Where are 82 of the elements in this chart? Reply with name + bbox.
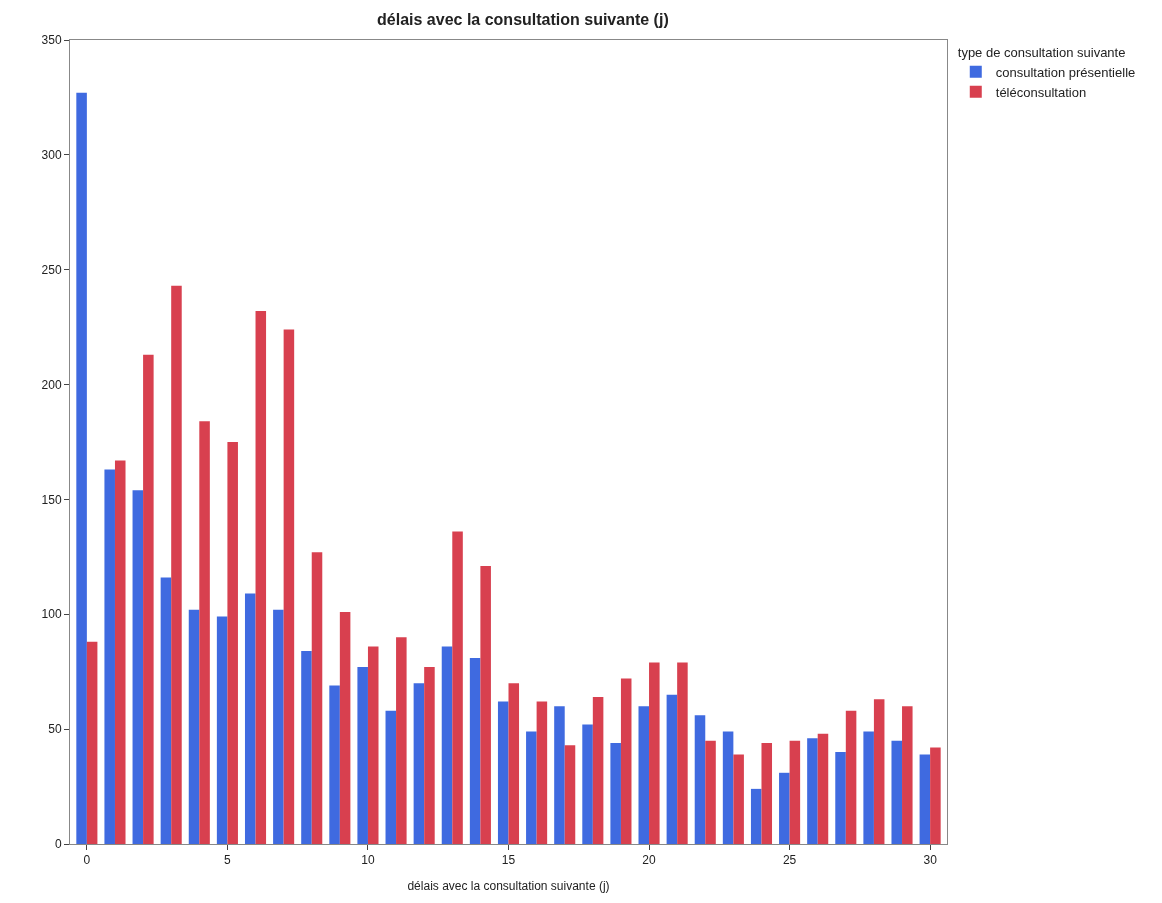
bar: [255, 311, 267, 844]
bar: [526, 731, 537, 844]
bar: [835, 752, 846, 844]
bar: [86, 641, 98, 844]
bar: [283, 329, 295, 844]
bar: [610, 742, 621, 844]
bar: [733, 754, 744, 844]
x-tick-label: 20: [642, 853, 657, 868]
bar: [694, 715, 706, 844]
bar: [750, 788, 762, 844]
bar: [385, 710, 397, 844]
bar: [413, 683, 425, 844]
bar: [863, 731, 874, 844]
bar: [649, 662, 660, 844]
bar: [357, 667, 368, 844]
bar: [367, 646, 379, 844]
bar: [199, 421, 210, 844]
x-tick-label: 25: [782, 853, 797, 868]
bar: [469, 657, 481, 844]
bar: [76, 92, 87, 844]
y-tick-label: 300: [41, 148, 62, 163]
legend-title: type de consultation suivante: [957, 44, 1126, 60]
bar: [339, 611, 351, 844]
bar: [592, 696, 604, 844]
legend-label: téléconsultation: [995, 84, 1087, 100]
bar: [845, 710, 857, 844]
bar: [244, 593, 256, 844]
x-tick-label: 15: [501, 853, 516, 868]
bar: [761, 742, 773, 844]
bar: [722, 731, 734, 844]
bar: [227, 442, 238, 844]
bar: [873, 699, 885, 844]
bar: [930, 747, 941, 844]
chart-title: délais avec la consultation suivante (j): [377, 10, 669, 28]
bar: [666, 694, 678, 844]
bar: [705, 740, 716, 844]
x-tick-label: 5: [224, 853, 232, 868]
bar: [301, 651, 312, 844]
y-tick-label: 0: [54, 837, 62, 852]
y-tick-label: 350: [41, 33, 62, 48]
bar: [789, 740, 801, 844]
bar: [452, 531, 463, 844]
y-tick-label: 250: [41, 262, 62, 277]
x-tick-label: 10: [361, 853, 375, 868]
bar: [188, 609, 200, 844]
bar: [441, 646, 453, 844]
bar: [536, 701, 548, 844]
y-tick-label: 150: [41, 492, 62, 507]
bar: [620, 678, 632, 844]
bar: [807, 738, 818, 844]
bar: [104, 469, 115, 844]
bar: [143, 354, 154, 844]
bar: [114, 460, 126, 844]
bar: [564, 745, 576, 844]
bar: [919, 754, 931, 844]
bar: [497, 701, 509, 844]
y-tick-label: 100: [41, 607, 62, 622]
legend-label: consultation présentielle: [995, 64, 1136, 80]
x-tick-label: 30: [923, 853, 938, 868]
bar: [817, 733, 829, 844]
y-tick-label: 50: [48, 722, 62, 737]
bar: [508, 683, 520, 844]
y-tick-label: 200: [41, 377, 62, 392]
bar: [582, 724, 593, 844]
bar: [891, 740, 903, 844]
bar: [424, 667, 435, 844]
x-axis-title: délais avec la consultation suivante (j): [407, 879, 610, 894]
bar: [779, 772, 790, 844]
bar: [216, 616, 228, 844]
bar: [132, 490, 144, 844]
x-tick-label: 0: [83, 853, 91, 868]
bar: [480, 566, 491, 844]
bar: [311, 552, 323, 844]
bar: [396, 637, 407, 844]
bar: [554, 706, 565, 844]
bar: [171, 285, 182, 844]
bar: [638, 706, 650, 844]
bar: [273, 609, 284, 844]
bar: [677, 662, 688, 844]
bar: [160, 577, 172, 844]
bar: [329, 685, 340, 844]
bar: [902, 706, 913, 844]
